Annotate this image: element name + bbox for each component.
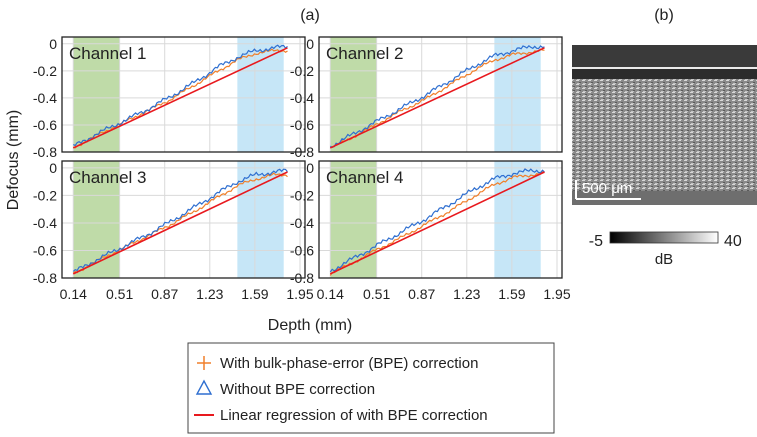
x-tick-label: 0.87 xyxy=(408,286,435,302)
series-with-bpe xyxy=(329,171,545,276)
x-tick-label: 1.95 xyxy=(286,286,313,302)
colorbar-min-label: -5 xyxy=(589,233,603,250)
y-tick-label: 0 xyxy=(49,160,57,176)
oct-image-surface-line xyxy=(572,67,757,69)
y-tick-label: -0.4 xyxy=(33,90,57,106)
colorbar-gradient xyxy=(609,231,719,244)
plot-frame xyxy=(318,160,563,279)
y-tick-label: 0 xyxy=(306,36,314,52)
legend-entry-regression: Linear regression of with BPE correction xyxy=(194,407,488,424)
series-without-bpe xyxy=(329,168,545,273)
deep-region xyxy=(237,37,284,152)
legend-label-regression: Linear regression of with BPE correction xyxy=(220,407,488,424)
panel-title: Channel 2 xyxy=(326,44,404,63)
y-tick-label: -0.2 xyxy=(33,63,57,79)
panel-title: Channel 4 xyxy=(326,168,404,187)
legend-box xyxy=(187,342,555,434)
panel-title: Channel 1 xyxy=(69,44,147,63)
panel-title: Channel 3 xyxy=(69,168,147,187)
deep-region xyxy=(237,161,284,278)
legend-triangle-marker xyxy=(195,379,213,395)
oct-image-bottom-band xyxy=(572,191,757,205)
y-tick-label: -0.4 xyxy=(290,90,314,106)
x-tick-label: 1.59 xyxy=(241,286,268,302)
x-tick-label: 0.14 xyxy=(60,286,87,302)
y-tick-label: -0.2 xyxy=(290,187,314,203)
x-tick-label: 1.23 xyxy=(196,286,223,302)
oct-image-gap xyxy=(572,69,757,79)
oct-image-speckle xyxy=(572,79,757,191)
x-tick-label: 0.14 xyxy=(317,286,344,302)
y-tick-label: -0.6 xyxy=(290,117,314,133)
x-tick-label: 0.51 xyxy=(106,286,133,302)
panel-b-label: (b) xyxy=(654,7,674,24)
series-regression-line xyxy=(329,47,545,149)
y-axis-label: Defocus (mm) xyxy=(5,110,22,210)
shallow-region xyxy=(330,161,377,278)
x-tick-label: 1.95 xyxy=(543,286,570,302)
legend-entry-without-bpe: Without BPE correction xyxy=(195,379,375,398)
colorbar: -5 40 dB xyxy=(589,231,742,268)
colorbar-unit: dB xyxy=(655,251,673,268)
y-tick-label: -0.6 xyxy=(290,242,314,258)
shallow-region xyxy=(73,161,120,278)
series-without-bpe xyxy=(73,44,288,147)
colorbar-max-label: 40 xyxy=(724,233,742,250)
y-tick-label: -0.8 xyxy=(33,270,57,286)
x-tick-label: 1.59 xyxy=(498,286,525,302)
x-tick-label: 0.87 xyxy=(151,286,178,302)
chart-panels: Channel 1 0 -0.2 -0.4 -0.6 -0.8 Channel 2 0 -0.2… xyxy=(33,36,571,302)
legend: With bulk-phase-error (BPE) correction W… xyxy=(187,342,555,434)
series-regression-line xyxy=(72,47,288,149)
chart-panel-2: Channel 2 0 -0.2 -0.4 -0.6 -0.8 xyxy=(290,36,563,160)
y-tick-label: -0.2 xyxy=(290,63,314,79)
x-tick-label: 0.51 xyxy=(363,286,390,302)
plot-frame xyxy=(61,36,306,153)
series-without-bpe xyxy=(72,168,288,272)
y-tick-label: -0.8 xyxy=(290,270,314,286)
legend-label-without-bpe: Without BPE correction xyxy=(220,381,375,398)
y-tick-label: 0 xyxy=(306,160,314,176)
series-regression-line xyxy=(329,171,545,275)
series-with-bpe xyxy=(330,48,545,149)
x-axis-label: Depth (mm) xyxy=(268,317,352,334)
series-regression-line xyxy=(72,171,288,275)
chart-panel-1: Channel 1 0 -0.2 -0.4 -0.6 -0.8 xyxy=(33,36,306,160)
legend-label-with-bpe: With bulk-phase-error (BPE) correction xyxy=(220,355,478,372)
y-tick-label: -0.2 xyxy=(33,187,57,203)
y-tick-label: -0.8 xyxy=(33,144,57,160)
deep-region xyxy=(494,161,541,278)
oct-image-panel: 500 μm xyxy=(572,45,757,205)
legend-entry-with-bpe: With bulk-phase-error (BPE) correction xyxy=(197,355,478,372)
chart-panel-4: Channel 4 0 -0.2 -0.4 -0.6 -0.80.14 0.51 0.87 1.… xyxy=(290,160,571,302)
chart-panel-3: Channel 30-0.2-0.4-0.6-0.80.14 0.51 0.87 1.… xyxy=(33,160,314,302)
y-tick-label: -0.6 xyxy=(33,117,57,133)
series-with-bpe xyxy=(72,172,288,274)
plot-frame xyxy=(61,160,306,279)
x-tick-label: 1.23 xyxy=(453,286,480,302)
scale-bar-label: 500 μm xyxy=(582,180,632,197)
panel-a-label: (a) xyxy=(300,7,320,24)
shallow-region xyxy=(73,37,120,152)
y-tick-label: -0.4 xyxy=(290,215,314,231)
deep-region xyxy=(494,37,541,152)
oct-image-top-band xyxy=(572,45,757,67)
series-without-bpe xyxy=(329,44,545,148)
y-tick-label: -0.6 xyxy=(33,242,57,258)
y-tick-label: -0.4 xyxy=(33,215,57,231)
y-tick-label: -0.8 xyxy=(290,144,314,160)
y-tick-label: 0 xyxy=(49,36,57,52)
plot-frame xyxy=(318,36,563,153)
